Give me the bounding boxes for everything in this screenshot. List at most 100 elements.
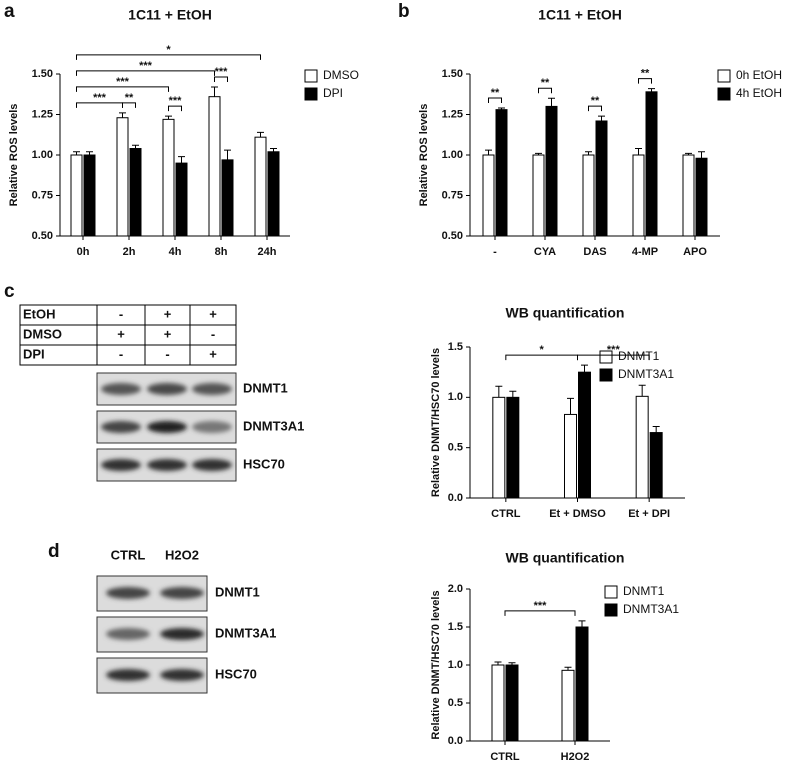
blot-band xyxy=(192,421,232,433)
legend-label: DMSO xyxy=(323,68,359,82)
significance-label: *** xyxy=(215,66,229,78)
legend-swatch xyxy=(304,69,318,83)
error-bar xyxy=(165,115,172,120)
bar xyxy=(491,664,505,742)
significance-bracket xyxy=(76,70,215,76)
bar xyxy=(254,136,267,237)
lane-sign: + xyxy=(164,306,172,321)
lane-sign: + xyxy=(164,326,172,341)
chart-title: 1C11 + EtOH xyxy=(128,7,212,23)
legend-label: DNMT1 xyxy=(623,584,665,598)
significance-bracket xyxy=(638,78,652,84)
legend-label: DNMT3A1 xyxy=(618,367,674,381)
significance-bracket xyxy=(538,87,552,94)
y-tick-label: 1.0 xyxy=(448,391,463,403)
error-bar xyxy=(119,112,126,118)
y-tick-label: 1.50 xyxy=(442,68,463,80)
bar xyxy=(267,151,280,237)
error-bar xyxy=(638,384,646,397)
error-bar xyxy=(635,148,642,155)
x-tick-label: 4h xyxy=(169,246,182,258)
y-tick-label: 1.25 xyxy=(32,108,53,120)
y-tick-label: 1.50 xyxy=(32,68,53,80)
x-tick-label: Et + DPI xyxy=(628,508,670,520)
bar xyxy=(561,669,575,742)
legend-swatch xyxy=(604,603,618,617)
y-tick-label: 0.0 xyxy=(448,492,463,504)
bar xyxy=(649,432,663,499)
protein-label: DNMT3A1 xyxy=(215,625,276,640)
lane-sign: - xyxy=(119,306,123,321)
bar xyxy=(532,154,545,237)
error-bar xyxy=(86,151,93,155)
row-label: EtOH xyxy=(23,306,56,321)
y-tick-label: 0.50 xyxy=(32,230,53,242)
panel-label: d xyxy=(48,541,60,562)
chart-title: WB quantification xyxy=(506,305,625,321)
panel-label: b xyxy=(398,1,410,22)
error-bar xyxy=(598,115,605,121)
legend-label: 4h EtOH xyxy=(736,86,782,100)
bar xyxy=(83,154,96,237)
significance-bracket xyxy=(577,354,650,361)
legend-swatch xyxy=(304,87,318,101)
error-bar xyxy=(498,107,505,110)
error-bar xyxy=(685,152,692,155)
error-bar xyxy=(508,662,516,665)
significance-label: ** xyxy=(591,95,600,107)
blot-band xyxy=(101,383,141,395)
bar xyxy=(645,91,658,237)
y-tick-label: 2.0 xyxy=(448,583,463,595)
bar xyxy=(70,154,83,237)
x-tick-label: 4-MP xyxy=(632,246,658,258)
y-tick-label: 0.5 xyxy=(448,442,463,454)
error-bar xyxy=(585,151,592,155)
x-tick-label: DAS xyxy=(583,246,606,258)
bar xyxy=(564,413,577,499)
legend-label: 0h EtOH xyxy=(736,68,782,82)
significance-bracket xyxy=(504,610,576,616)
blot-band xyxy=(160,587,204,599)
error-bar xyxy=(211,86,218,97)
significance-label: * xyxy=(166,44,171,56)
error-bar xyxy=(581,364,588,373)
blot-band xyxy=(160,669,204,681)
error-bar xyxy=(270,148,277,152)
lane-sign: + xyxy=(117,326,125,341)
lane-sign: - xyxy=(119,346,123,361)
y-tick-label: 1.0 xyxy=(448,659,463,671)
bar xyxy=(506,396,520,499)
bar xyxy=(162,118,175,237)
bar xyxy=(116,117,129,237)
blot-band xyxy=(192,383,232,395)
legend-swatch xyxy=(717,69,731,83)
bar xyxy=(595,120,608,237)
error-bar xyxy=(548,97,555,107)
x-tick-label: 0h xyxy=(77,246,90,258)
significance-bracket xyxy=(76,54,261,60)
x-tick-label: 24h xyxy=(258,246,277,258)
significance-label: * xyxy=(540,344,545,356)
row-label: DMSO xyxy=(23,326,62,341)
bar xyxy=(495,109,508,237)
blot-band xyxy=(160,628,204,640)
protein-label: DNMT1 xyxy=(243,380,288,395)
significance-bracket xyxy=(488,97,502,104)
y-axis-label: Relative DNMT/HSC70 levels xyxy=(430,590,442,739)
x-tick-label: CYA xyxy=(534,246,556,258)
lane-sign: + xyxy=(209,306,217,321)
error-bar xyxy=(494,661,502,665)
error-bar xyxy=(509,390,517,398)
bar xyxy=(632,154,645,237)
chart-title: WB quantification xyxy=(506,550,625,566)
error-bar xyxy=(495,385,503,398)
significance-label: ** xyxy=(641,67,650,79)
error-bar xyxy=(224,149,231,160)
bar xyxy=(492,396,506,499)
y-tick-label: 0.50 xyxy=(442,230,463,242)
blot-band xyxy=(106,669,150,681)
y-tick-label: 1.25 xyxy=(442,108,463,120)
y-tick-label: 1.5 xyxy=(448,621,463,633)
significance-label: *** xyxy=(607,344,621,356)
